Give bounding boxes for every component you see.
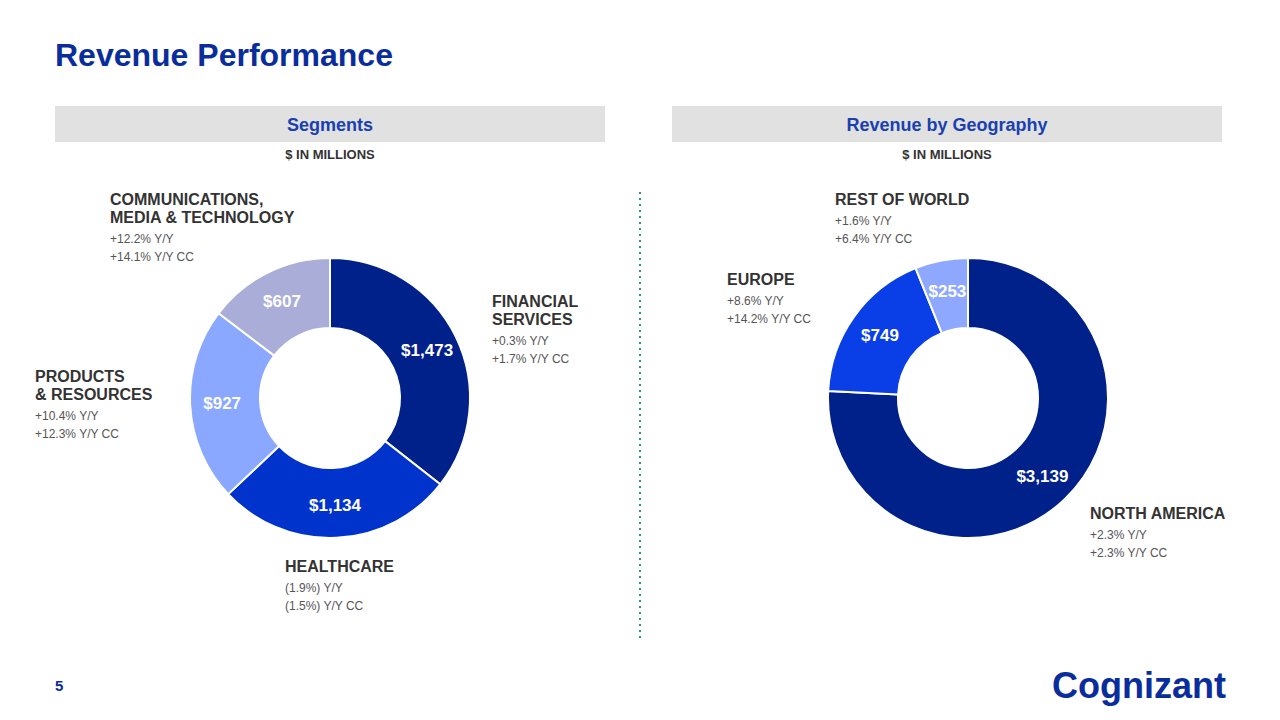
svg-text:$ IN MILLIONS: $ IN MILLIONS — [285, 147, 375, 162]
svg-text:+10.4% Y/Y: +10.4% Y/Y — [35, 409, 99, 423]
svg-text:(1.9%) Y/Y: (1.9%) Y/Y — [285, 581, 343, 595]
svg-text:MEDIA & TECHNOLOGY: MEDIA & TECHNOLOGY — [110, 209, 295, 226]
svg-text:Cognizant: Cognizant — [1052, 665, 1226, 706]
svg-text:COMMUNICATIONS,: COMMUNICATIONS, — [110, 191, 263, 208]
svg-text:$3,139: $3,139 — [1016, 467, 1068, 486]
svg-text:(1.5%) Y/Y CC: (1.5%) Y/Y CC — [285, 599, 364, 613]
svg-text:HEALTHCARE: HEALTHCARE — [285, 558, 394, 575]
svg-text:+12.2% Y/Y: +12.2% Y/Y — [110, 232, 174, 246]
svg-text:$1,134: $1,134 — [309, 496, 362, 515]
svg-text:Segments: Segments — [287, 115, 373, 135]
svg-text:+14.1% Y/Y CC: +14.1% Y/Y CC — [110, 250, 194, 264]
svg-text:FINANCIAL: FINANCIAL — [492, 293, 578, 310]
svg-text:+14.2% Y/Y CC: +14.2% Y/Y CC — [727, 312, 811, 326]
svg-text:5: 5 — [55, 677, 63, 694]
svg-text:$607: $607 — [263, 292, 301, 311]
svg-text:EUROPE: EUROPE — [727, 271, 795, 288]
svg-text:$253: $253 — [928, 282, 966, 301]
svg-text:+2.3% Y/Y CC: +2.3% Y/Y CC — [1090, 546, 1168, 560]
svg-text:PRODUCTS: PRODUCTS — [35, 368, 125, 385]
svg-text:SERVICES: SERVICES — [492, 311, 573, 328]
svg-text:$749: $749 — [861, 326, 899, 345]
svg-text:$927: $927 — [203, 394, 241, 413]
svg-text:+1.6% Y/Y: +1.6% Y/Y — [835, 214, 892, 228]
svg-text:$1,473: $1,473 — [401, 341, 453, 360]
svg-text:REST OF WORLD: REST OF WORLD — [835, 191, 969, 208]
svg-text:+8.6% Y/Y: +8.6% Y/Y — [727, 294, 784, 308]
svg-text:& RESOURCES: & RESOURCES — [35, 386, 153, 403]
svg-text:+1.7% Y/Y CC: +1.7% Y/Y CC — [492, 352, 570, 366]
svg-text:$ IN MILLIONS: $ IN MILLIONS — [902, 147, 992, 162]
svg-text:Revenue Performance: Revenue Performance — [55, 37, 393, 73]
svg-text:+12.3% Y/Y CC: +12.3% Y/Y CC — [35, 427, 119, 441]
svg-text:NORTH AMERICA: NORTH AMERICA — [1090, 505, 1226, 522]
svg-text:+2.3% Y/Y: +2.3% Y/Y — [1090, 528, 1147, 542]
svg-text:Revenue by Geography: Revenue by Geography — [846, 115, 1047, 135]
svg-text:+0.3% Y/Y: +0.3% Y/Y — [492, 334, 549, 348]
svg-text:+6.4% Y/Y CC: +6.4% Y/Y CC — [835, 232, 913, 246]
